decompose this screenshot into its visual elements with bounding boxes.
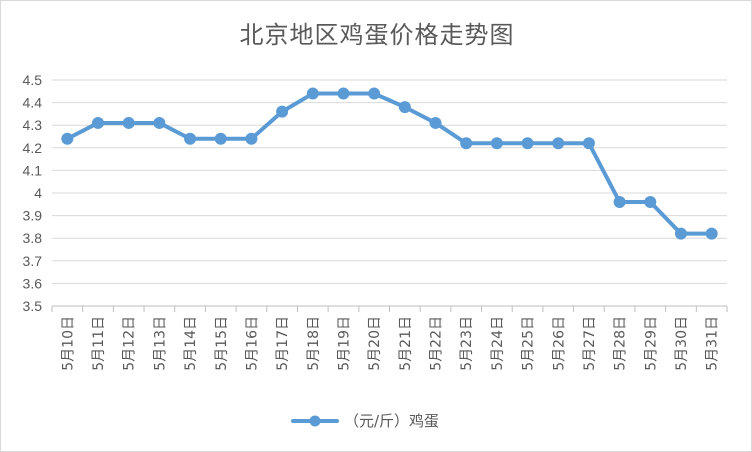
x-tick-label: 5月26日 bbox=[551, 316, 567, 371]
x-tick-label: 5月14日 bbox=[183, 316, 199, 371]
x-tick-label: 5月13日 bbox=[152, 316, 168, 371]
data-point bbox=[214, 132, 227, 145]
x-tick-label: 5月22日 bbox=[429, 316, 445, 371]
x-tick-label: 5月30日 bbox=[674, 316, 690, 371]
series-line bbox=[65, 91, 714, 236]
x-tick-label: 5月19日 bbox=[336, 316, 352, 371]
y-tick-label: 3.9 bbox=[23, 208, 43, 224]
data-point bbox=[460, 137, 473, 150]
data-point bbox=[276, 105, 289, 118]
y-tick-label: 4.5 bbox=[23, 72, 43, 88]
data-point bbox=[398, 101, 411, 114]
x-tick-label: 5月20日 bbox=[367, 316, 383, 371]
data-point bbox=[122, 116, 135, 129]
x-tick-label: 5月27日 bbox=[582, 316, 598, 371]
data-point bbox=[490, 137, 503, 150]
data-point bbox=[552, 137, 565, 150]
data-point bbox=[61, 132, 74, 145]
data-point bbox=[521, 137, 534, 150]
x-tick-label: 5月10日 bbox=[60, 316, 76, 371]
x-tick-label: 5月24日 bbox=[490, 316, 506, 371]
x-axis bbox=[51, 305, 728, 312]
data-point bbox=[705, 227, 718, 240]
y-tick-label: 3.7 bbox=[23, 253, 43, 269]
data-point bbox=[613, 196, 626, 209]
y-tick-label: 4 bbox=[34, 185, 42, 201]
data-point bbox=[429, 116, 442, 129]
data-point bbox=[153, 116, 166, 129]
series-layer bbox=[61, 87, 718, 240]
x-tick-label: 5月16日 bbox=[244, 316, 260, 371]
y-tick-label: 3.6 bbox=[23, 275, 43, 291]
data-point bbox=[644, 196, 657, 209]
x-tick-label: 5月12日 bbox=[122, 316, 138, 371]
data-point bbox=[582, 137, 595, 150]
data-point bbox=[368, 87, 381, 100]
y-axis-ticks: 3.5 3.6 3.7 3.8 3.9 4 4.1 4.2 4.3 4.4 4.5 bbox=[23, 72, 43, 314]
legend: （元/斤）鸡蛋 bbox=[291, 412, 439, 430]
chart-title: 北京地区鸡蛋价格走势图 bbox=[239, 21, 515, 49]
x-tick-label: 5月15日 bbox=[214, 316, 230, 371]
x-tick-label: 5月17日 bbox=[275, 316, 291, 371]
data-point bbox=[184, 132, 197, 145]
y-tick-label: 4.4 bbox=[23, 95, 43, 111]
y-tick-label: 4.1 bbox=[23, 162, 43, 178]
legend-marker bbox=[309, 415, 321, 427]
data-point bbox=[337, 87, 350, 100]
x-tick-label: 5月18日 bbox=[306, 316, 322, 371]
x-axis-ticks: 5月10日 5月11日 5月12日 5月13日 5月14日 5月15日 5月16日 5月17日… bbox=[60, 316, 720, 371]
x-tick-label: 5月11日 bbox=[91, 316, 107, 371]
x-tick-label: 5月23日 bbox=[459, 316, 475, 371]
x-tick-label: 5月25日 bbox=[521, 316, 537, 371]
x-tick-label: 5月29日 bbox=[643, 316, 659, 371]
x-tick-label: 5月31日 bbox=[705, 316, 721, 371]
legend-label: （元/斤）鸡蛋 bbox=[344, 412, 439, 430]
gridlines bbox=[52, 79, 727, 284]
y-tick-label: 3.5 bbox=[23, 298, 43, 314]
x-tick-label: 5月21日 bbox=[398, 316, 414, 371]
data-point bbox=[92, 116, 105, 129]
data-point bbox=[674, 227, 687, 240]
data-point bbox=[306, 87, 319, 100]
x-tick-label: 5月28日 bbox=[613, 316, 629, 371]
y-tick-label: 3.8 bbox=[23, 230, 43, 246]
data-point bbox=[245, 132, 258, 145]
y-tick-label: 4.3 bbox=[23, 117, 43, 133]
y-tick-label: 4.2 bbox=[23, 140, 43, 156]
